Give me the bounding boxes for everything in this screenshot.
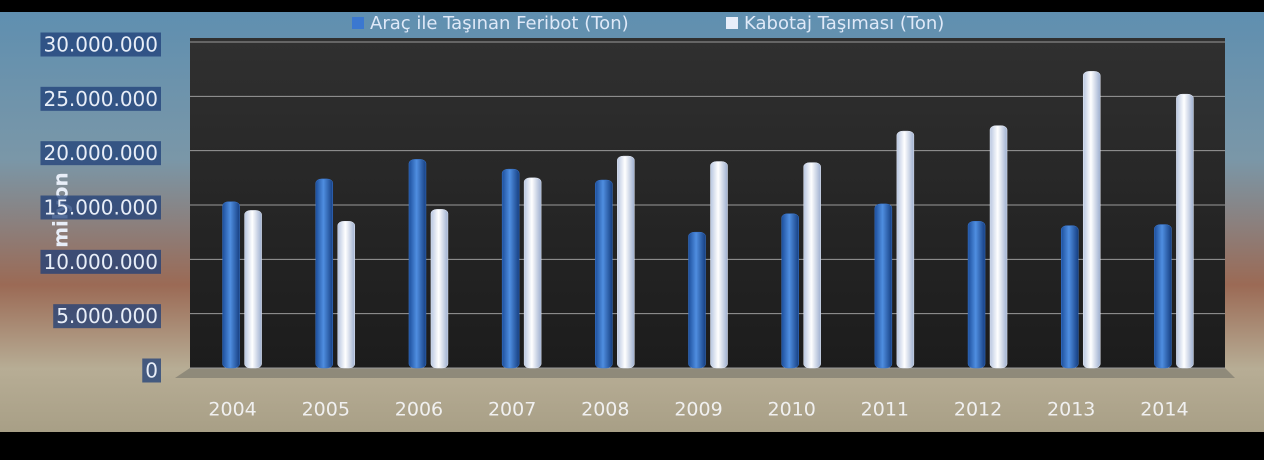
bar	[501, 168, 520, 369]
x-tick-label: 2012	[954, 399, 1002, 421]
bar	[803, 162, 821, 369]
x-tick-label: 2008	[581, 399, 629, 421]
x-tick-label: 2014	[1140, 399, 1188, 421]
bar	[781, 213, 799, 369]
bar	[523, 177, 542, 369]
legend-swatch	[726, 17, 738, 29]
y-tick-label: 15.000.000	[43, 196, 158, 220]
bar	[617, 155, 635, 369]
bar	[337, 221, 356, 369]
tick-box	[40, 195, 161, 220]
bar	[222, 201, 240, 369]
bar	[1176, 93, 1194, 369]
x-tick-label: 2011	[861, 399, 909, 421]
tick-box	[40, 86, 161, 111]
bar	[989, 125, 1008, 369]
tick-box	[40, 32, 161, 57]
tick-box	[142, 358, 161, 383]
y-tick-label: 30.000.000	[43, 33, 158, 57]
x-tick-label: 2013	[1047, 399, 1095, 421]
tick-box	[40, 141, 161, 166]
bar	[967, 221, 986, 369]
x-tick-label: 2006	[395, 399, 443, 421]
y-tick-label: 5.000.000	[56, 304, 158, 328]
bar	[408, 159, 427, 369]
bar	[595, 179, 613, 369]
bar	[315, 178, 334, 369]
y-tick-label: 25.000.000	[43, 87, 158, 111]
plot-area	[190, 38, 1225, 370]
tick-box	[53, 304, 161, 329]
x-tick-label: 2004	[208, 399, 256, 421]
bar	[430, 209, 449, 369]
tick-box	[40, 249, 161, 274]
floor	[175, 368, 1235, 378]
bar	[896, 130, 915, 369]
bar	[244, 210, 262, 369]
bar	[1082, 71, 1101, 369]
x-tick-label: 2005	[302, 399, 350, 421]
bar	[1060, 225, 1079, 369]
bar	[874, 203, 893, 369]
y-tick-label: 20.000.000	[43, 141, 158, 165]
bar	[710, 161, 728, 369]
legend-label: Kabotaj Taşıması (Ton)	[744, 13, 944, 34]
y-tick-label: 0	[145, 359, 158, 383]
y-tick-label: 10.000.000	[43, 250, 158, 274]
bar	[688, 231, 706, 369]
x-tick-label: 2009	[674, 399, 722, 421]
legend-swatch	[352, 17, 364, 29]
x-tick-label: 2010	[768, 399, 816, 421]
x-tick-label: 2007	[488, 399, 536, 421]
bar	[1154, 224, 1172, 369]
legend-label: Araç ile Taşınan Feribot (Ton)	[370, 13, 629, 34]
